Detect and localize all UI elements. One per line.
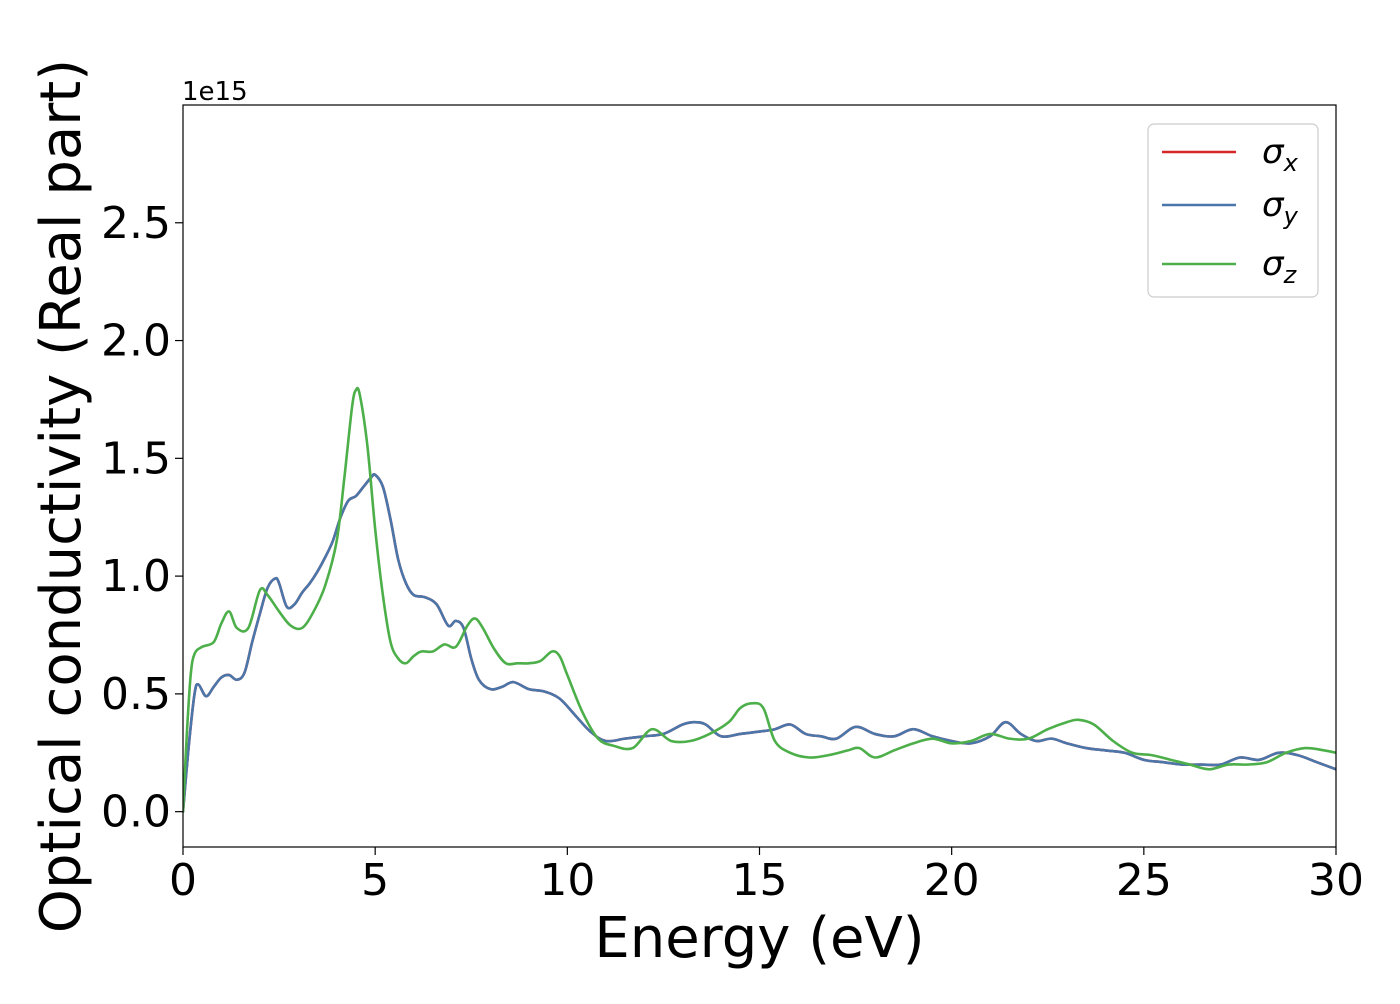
y-tick-label: 1.0 xyxy=(101,551,171,602)
legend-box xyxy=(1147,123,1319,298)
y-tick-label: 1.5 xyxy=(101,433,171,484)
x-tick-label: 15 xyxy=(732,855,788,906)
series-line-y xyxy=(183,472,1336,813)
legend-label-x: σx xyxy=(1262,132,1299,177)
legend-label-y: σy xyxy=(1262,185,1299,230)
x-tick-label: 10 xyxy=(539,855,595,906)
y-axis-offset-label: 1e15 xyxy=(182,77,248,107)
series-lines xyxy=(183,386,1336,813)
y-tick-label: 0.0 xyxy=(101,787,171,838)
legend: σx σy σz xyxy=(1147,123,1319,298)
y-tick-label: 2.0 xyxy=(101,316,171,367)
x-axis-title: Energy (eV) xyxy=(594,906,924,971)
axes: 0 5 10 15 20 25 30 0.0 0.5 1.0 1.5 2.0 2.5 xyxy=(101,104,1364,906)
x-tick-label: 20 xyxy=(924,855,980,906)
y-axis-title: Optical conductivity (Real part) xyxy=(29,59,94,933)
series-line-z xyxy=(183,386,1336,813)
y-tick-label: 2.5 xyxy=(101,198,171,249)
y-tick-label: 0.5 xyxy=(101,669,171,720)
legend-label-z: σz xyxy=(1262,244,1298,289)
x-tick-label: 25 xyxy=(1116,855,1172,906)
x-tick-label: 30 xyxy=(1308,855,1364,906)
x-tick-label: 0 xyxy=(169,855,197,906)
x-tick-label: 5 xyxy=(361,855,389,906)
plot-area xyxy=(183,386,1336,813)
